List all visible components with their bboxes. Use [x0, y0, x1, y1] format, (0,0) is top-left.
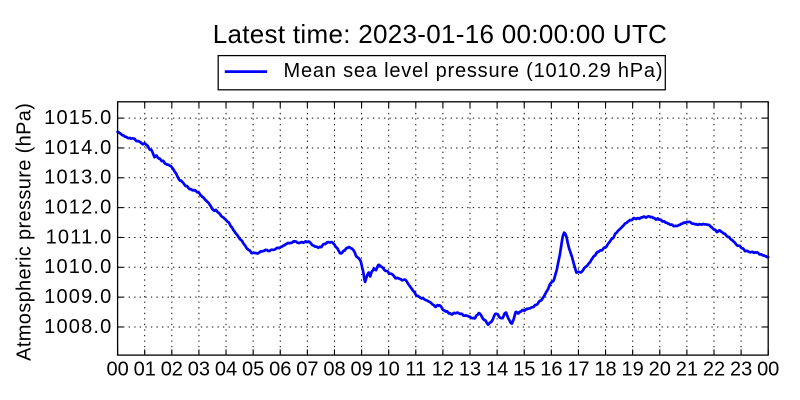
svg-text:03: 03	[188, 358, 210, 380]
svg-text:05: 05	[242, 358, 264, 380]
svg-text:Atmospheric pressure (hPa): Atmospheric pressure (hPa)	[14, 103, 36, 361]
svg-text:Mean sea level pressure (1010.: Mean sea level pressure (1010.29 hPa)	[284, 60, 664, 82]
svg-text:23: 23	[730, 358, 752, 380]
svg-text:1013.0: 1013.0	[44, 167, 112, 189]
svg-text:09: 09	[350, 358, 372, 380]
svg-text:1014.0: 1014.0	[44, 137, 112, 159]
svg-text:17: 17	[567, 358, 589, 380]
svg-text:1008.0: 1008.0	[44, 316, 112, 338]
svg-text:04: 04	[215, 358, 237, 380]
svg-text:15: 15	[513, 358, 535, 380]
svg-text:01: 01	[134, 358, 156, 380]
svg-text:00: 00	[757, 358, 779, 380]
svg-text:16: 16	[540, 358, 562, 380]
svg-text:12: 12	[432, 358, 454, 380]
svg-text:1010.0: 1010.0	[44, 256, 112, 278]
svg-text:06: 06	[269, 358, 291, 380]
svg-text:10: 10	[378, 358, 400, 380]
svg-text:14: 14	[486, 358, 508, 380]
svg-text:02: 02	[161, 358, 183, 380]
svg-text:1015.0: 1015.0	[44, 107, 112, 129]
svg-text:20: 20	[649, 358, 671, 380]
svg-text:21: 21	[676, 358, 698, 380]
svg-text:22: 22	[703, 358, 725, 380]
svg-text:1011.0: 1011.0	[46, 226, 113, 248]
svg-text:00: 00	[106, 358, 128, 380]
svg-text:08: 08	[323, 358, 345, 380]
svg-text:1012.0: 1012.0	[44, 197, 112, 219]
svg-text:13: 13	[459, 358, 481, 380]
svg-text:18: 18	[594, 358, 616, 380]
svg-text:Latest time: 2023-01-16 00:00:: Latest time: 2023-01-16 00:00:00 UTC	[213, 19, 668, 49]
svg-text:11: 11	[405, 358, 426, 380]
svg-text:1009.0: 1009.0	[44, 286, 112, 308]
svg-text:19: 19	[622, 358, 644, 380]
svg-text:07: 07	[296, 358, 318, 380]
